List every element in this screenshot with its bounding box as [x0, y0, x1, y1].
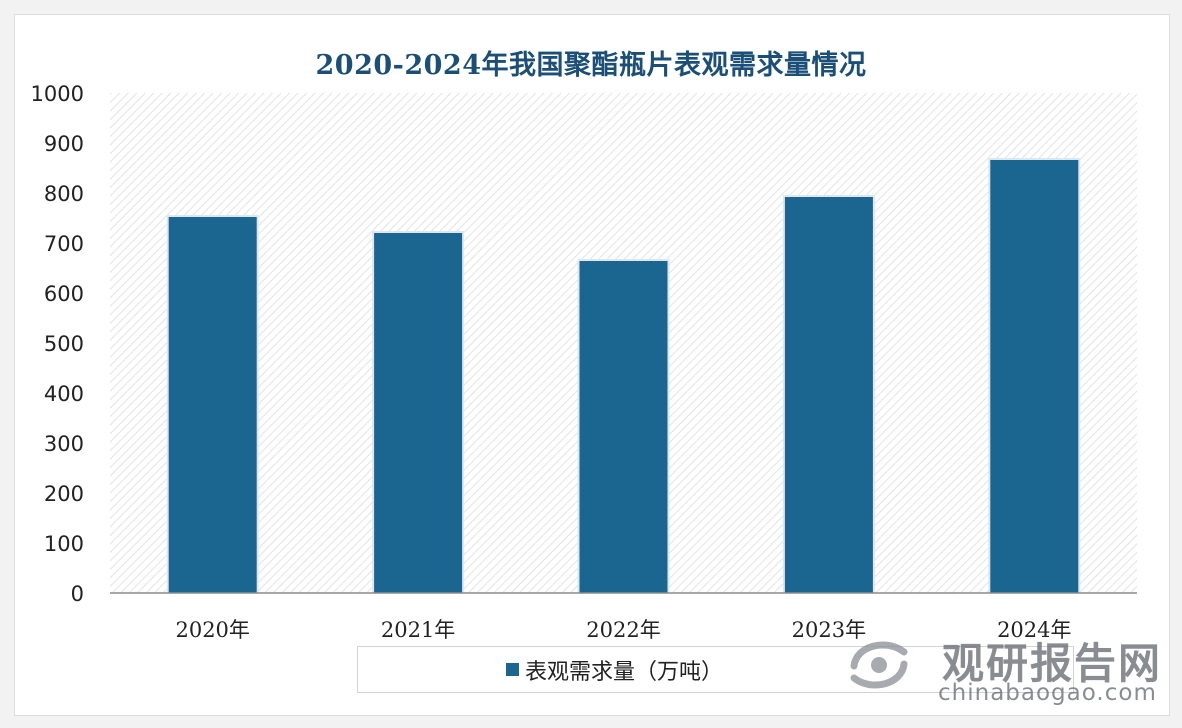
y-tick-label: 200 — [44, 482, 84, 506]
y-tick-label: 100 — [44, 532, 84, 556]
y-axis-ticks: 0 100 200 300 400 500 600 700 800 900 1000 — [31, 82, 84, 606]
watermark-logo-icon — [850, 641, 908, 689]
bar — [784, 197, 873, 593]
x-tick-label: 2022年 — [586, 618, 660, 642]
legend-label: 表观需求量（万吨） — [525, 659, 724, 685]
y-tick-label: 800 — [44, 182, 84, 206]
y-tick-label: 600 — [44, 282, 84, 306]
x-axis-ticks: 2020年 2021年 2022年 2023年 2024年 — [175, 618, 1071, 642]
legend-swatch — [506, 663, 519, 676]
watermark-name: 观研报告网 — [942, 639, 1163, 688]
watermark: 观研报告网 chinabaogao.com — [846, 630, 1166, 710]
y-tick-label: 700 — [44, 232, 84, 256]
y-tick-label: 1000 — [31, 82, 84, 106]
bar — [990, 160, 1079, 593]
legend: 表观需求量（万吨） — [357, 646, 1074, 693]
bar — [374, 233, 463, 593]
y-tick-label: 300 — [44, 432, 84, 456]
bars-group — [166, 158, 1081, 593]
y-tick-label: 400 — [44, 382, 84, 406]
bar — [168, 217, 257, 593]
chart-title: 2020-2024年我国聚酯瓶片表观需求量情况 — [315, 50, 867, 81]
x-tick-label: 2023年 — [792, 618, 866, 642]
y-tick-label: 0 — [71, 582, 84, 606]
y-tick-label: 500 — [44, 332, 84, 356]
y-tick-label: 900 — [44, 132, 84, 156]
bar — [579, 261, 668, 593]
x-tick-label: 2021年 — [381, 618, 455, 642]
watermark-domain: chinabaogao.com — [938, 680, 1157, 706]
x-tick-label: 2020年 — [175, 618, 249, 642]
x-tick-label: 2024年 — [997, 618, 1071, 642]
